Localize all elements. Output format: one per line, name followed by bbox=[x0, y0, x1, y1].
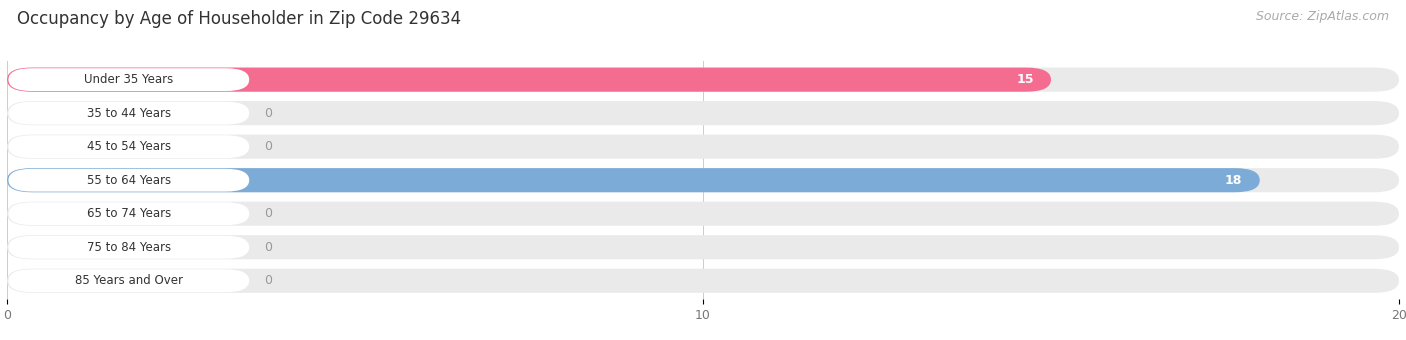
FancyBboxPatch shape bbox=[8, 102, 249, 124]
Text: 0: 0 bbox=[264, 140, 273, 153]
FancyBboxPatch shape bbox=[8, 169, 249, 192]
FancyBboxPatch shape bbox=[7, 101, 1399, 125]
Text: 0: 0 bbox=[264, 207, 273, 220]
Text: 35 to 44 Years: 35 to 44 Years bbox=[87, 107, 172, 120]
FancyBboxPatch shape bbox=[8, 202, 249, 225]
FancyBboxPatch shape bbox=[7, 68, 1399, 92]
FancyBboxPatch shape bbox=[7, 235, 1399, 259]
Text: 18: 18 bbox=[1225, 174, 1243, 187]
FancyBboxPatch shape bbox=[7, 202, 1399, 226]
Text: 65 to 74 Years: 65 to 74 Years bbox=[87, 207, 172, 220]
FancyBboxPatch shape bbox=[7, 168, 1399, 192]
Text: 15: 15 bbox=[1017, 73, 1033, 86]
Text: 55 to 64 Years: 55 to 64 Years bbox=[87, 174, 172, 187]
Text: 0: 0 bbox=[264, 274, 273, 287]
FancyBboxPatch shape bbox=[8, 68, 249, 91]
Text: 45 to 54 Years: 45 to 54 Years bbox=[87, 140, 172, 153]
Text: 85 Years and Over: 85 Years and Over bbox=[75, 274, 183, 287]
Text: Under 35 Years: Under 35 Years bbox=[84, 73, 173, 86]
FancyBboxPatch shape bbox=[7, 68, 1052, 92]
FancyBboxPatch shape bbox=[7, 269, 1399, 293]
Text: 0: 0 bbox=[264, 241, 273, 254]
FancyBboxPatch shape bbox=[8, 236, 249, 259]
FancyBboxPatch shape bbox=[7, 168, 1260, 192]
Text: Source: ZipAtlas.com: Source: ZipAtlas.com bbox=[1256, 10, 1389, 23]
FancyBboxPatch shape bbox=[8, 269, 249, 292]
FancyBboxPatch shape bbox=[7, 135, 1399, 159]
Text: 75 to 84 Years: 75 to 84 Years bbox=[87, 241, 172, 254]
Text: 0: 0 bbox=[264, 107, 273, 120]
FancyBboxPatch shape bbox=[8, 135, 249, 158]
Text: Occupancy by Age of Householder in Zip Code 29634: Occupancy by Age of Householder in Zip C… bbox=[17, 10, 461, 28]
